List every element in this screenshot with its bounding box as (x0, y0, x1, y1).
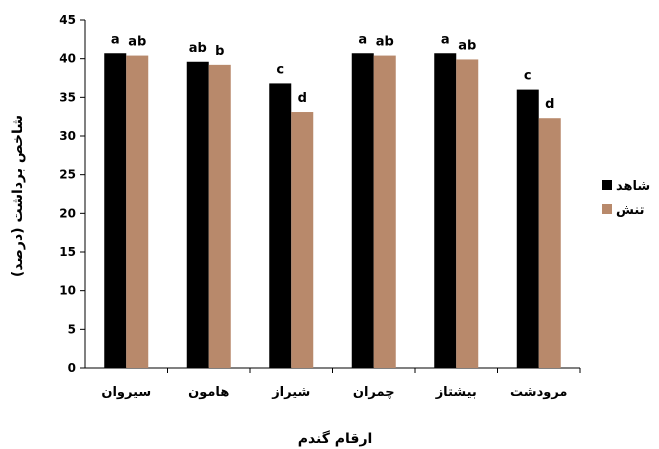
bar-stress (374, 56, 396, 368)
x-tick-label: چمران (353, 385, 395, 400)
significance-letter: c (524, 69, 532, 84)
bar-control (104, 53, 126, 368)
significance-letter: ab (128, 35, 146, 50)
bar-control (269, 83, 291, 368)
bar-stress (456, 59, 478, 368)
y-tick-label: 0 (68, 361, 76, 375)
x-axis-title: ارقام گندم (298, 430, 373, 447)
y-tick-label: 5 (68, 322, 76, 336)
significance-letter: ab (458, 38, 476, 53)
legend-label: تنش (616, 203, 645, 218)
x-tick-label: هامون (188, 385, 229, 400)
significance-letter: c (276, 62, 284, 77)
y-tick-label: 45 (59, 13, 76, 27)
significance-letter: ab (189, 41, 207, 56)
y-tick-label: 25 (59, 168, 76, 182)
bars (104, 53, 561, 368)
y-tick-label: 20 (59, 206, 76, 220)
bar-control (434, 53, 456, 368)
significance-letter: a (358, 32, 367, 47)
y-axis-title: شاخص برداشت (درصد) (10, 115, 26, 277)
bar-stress (539, 118, 561, 368)
bar-stress (291, 112, 313, 368)
y-tick-label: 10 (59, 284, 76, 298)
x-tick-label: بیشتاز (435, 385, 477, 400)
x-tick-label: مرودشت (510, 385, 567, 400)
y-tick-label: 35 (59, 90, 76, 104)
significance-letter: a (441, 32, 450, 47)
significance-letter: d (298, 91, 307, 106)
legend-swatch (602, 180, 612, 190)
legend-swatch (602, 204, 612, 214)
bar-control (517, 90, 539, 368)
y-tick-label: 15 (59, 245, 76, 259)
significance-letter: ab (376, 35, 394, 50)
x-tick-label: شیراز (271, 385, 310, 400)
bar-stress (209, 65, 231, 368)
y-tick-label: 40 (59, 52, 76, 66)
axes (80, 20, 580, 373)
legend: شاهد تنش (602, 179, 650, 218)
bar-control (352, 53, 374, 368)
bar-stress (126, 56, 148, 368)
significance-letter: a (111, 32, 120, 47)
legend-label: شاهد (616, 179, 650, 194)
significance-letter: b (215, 44, 224, 59)
x-tick-label: سیروان (101, 385, 151, 400)
y-tick-label: 30 (59, 129, 76, 143)
bar-control (187, 62, 209, 368)
significance-letter: d (545, 97, 554, 112)
